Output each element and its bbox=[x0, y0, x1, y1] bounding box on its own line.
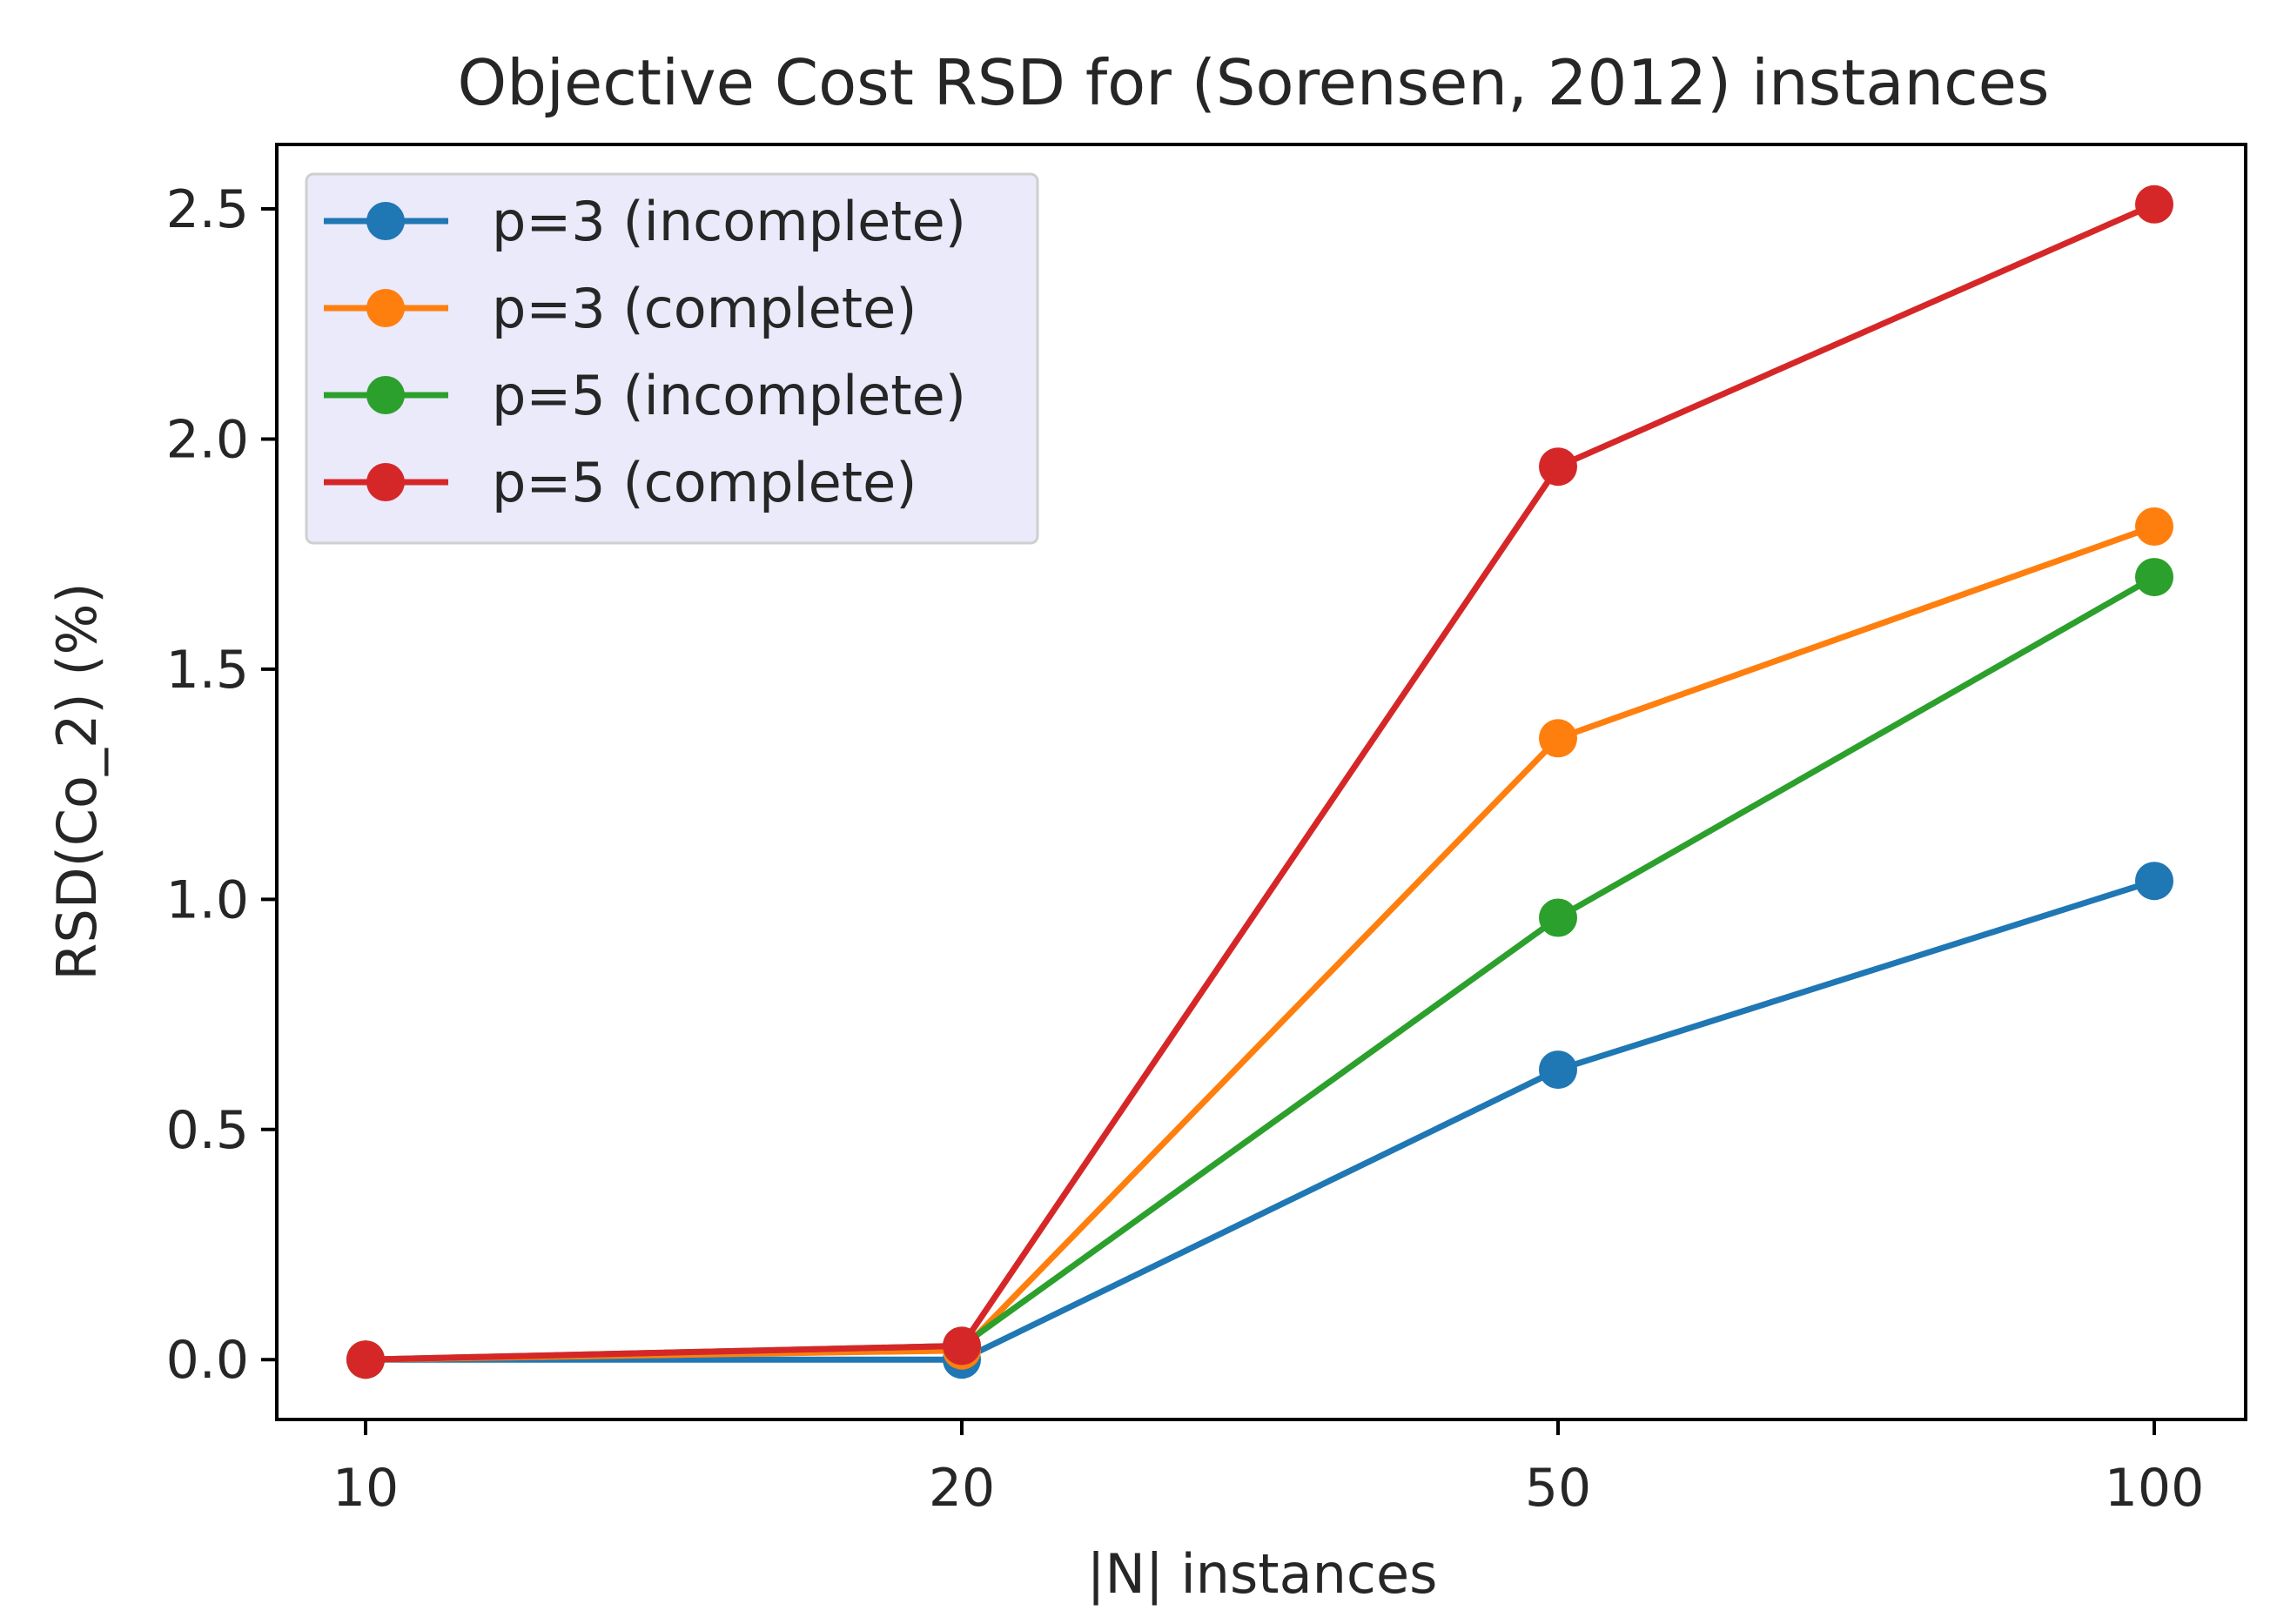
series-line bbox=[366, 877, 2156, 1363]
legend: p=3 (incomplete) p=3 (complete) p=5 (incom… bbox=[305, 172, 1039, 545]
legend-item: p=5 (complete) bbox=[324, 451, 917, 514]
data-point bbox=[1539, 719, 1577, 758]
legend-label: p=3 (incomplete) bbox=[492, 190, 966, 253]
legend-box bbox=[305, 172, 1039, 545]
x-tick-label: 50 bbox=[1525, 1458, 1591, 1519]
legend-item: p=5 (incomplete) bbox=[324, 364, 966, 427]
legend-label: p=5 (complete) bbox=[492, 451, 917, 514]
data-point bbox=[1539, 898, 1577, 937]
y-tick-label: 2.0 bbox=[166, 409, 249, 470]
y-tick-label: 0.5 bbox=[166, 1100, 249, 1161]
legend-marker bbox=[366, 289, 405, 327]
y-tick-label: 2.5 bbox=[166, 179, 249, 240]
chart-title: Objective Cost RSD for (Sorensen, 2012) … bbox=[458, 46, 2050, 119]
y-axis-label: RSD(Co_2) (%) bbox=[45, 582, 109, 980]
x-tick-label: 10 bbox=[332, 1458, 399, 1519]
legend-marker bbox=[366, 202, 405, 240]
data-point bbox=[1539, 447, 1577, 487]
data-point bbox=[943, 1326, 981, 1366]
data-point bbox=[2135, 185, 2173, 224]
legend-marker bbox=[366, 463, 405, 501]
x-tick-label: 100 bbox=[2105, 1458, 2205, 1519]
y-tick-label: 1.5 bbox=[166, 640, 249, 701]
x-axis-label: |N| instances bbox=[1087, 1542, 1438, 1607]
y-tick-label: 0.0 bbox=[166, 1330, 249, 1391]
data-point bbox=[2135, 507, 2173, 546]
x-tick-label: 20 bbox=[929, 1458, 995, 1519]
legend-marker bbox=[366, 376, 405, 414]
legend-label: p=5 (incomplete) bbox=[492, 364, 966, 427]
series-layer bbox=[346, 185, 2173, 1379]
series-4 bbox=[346, 185, 2173, 1379]
data-point bbox=[2135, 862, 2173, 901]
x-axis: 10 20 50 100 bbox=[332, 1419, 2204, 1519]
data-point bbox=[1539, 1050, 1577, 1090]
y-axis: 0.0 0.5 1.0 1.5 2.0 2.5 bbox=[166, 179, 277, 1391]
series-line bbox=[365, 201, 2156, 1363]
legend-label: p=3 (complete) bbox=[492, 277, 917, 340]
data-point bbox=[346, 1340, 385, 1379]
data-point bbox=[2135, 558, 2173, 597]
legend-item: p=3 (incomplete) bbox=[324, 190, 966, 253]
y-tick-label: 1.0 bbox=[166, 869, 249, 930]
legend-item: p=3 (complete) bbox=[324, 277, 917, 340]
